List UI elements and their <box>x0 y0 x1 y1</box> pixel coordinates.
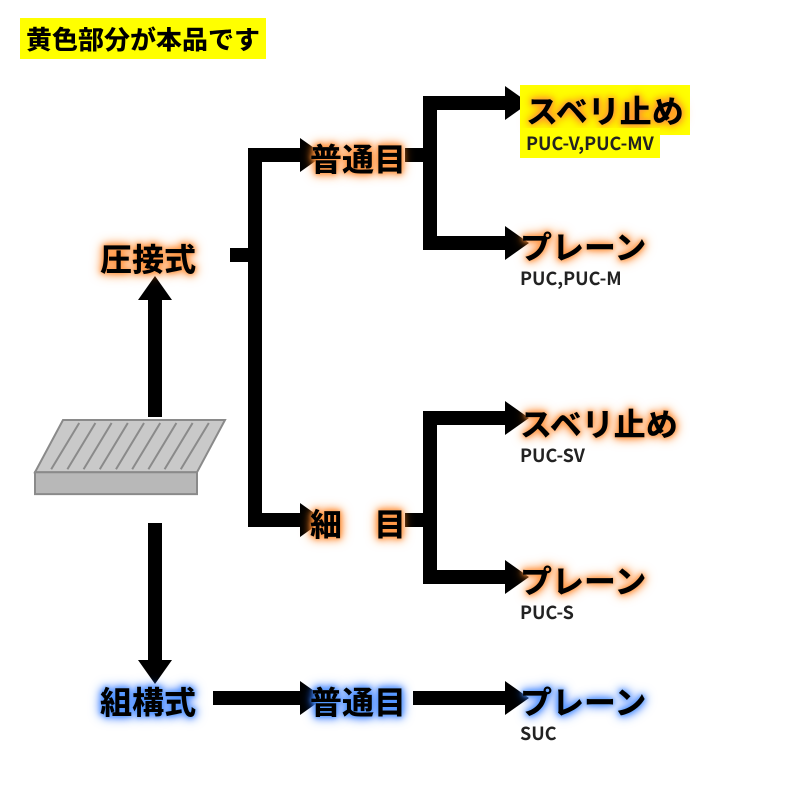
node-suberi-top-sub: PUC-V,PUC-MV <box>520 128 660 158</box>
node-assetsu: 圧接式 <box>100 235 196 281</box>
product-grate-icon <box>35 420 225 494</box>
banner-note-text: 黄色部分が本品です <box>20 18 266 59</box>
node-plain-mid: プレーン <box>520 557 646 603</box>
node-suberi-mid-sub: PUC-SV <box>520 442 585 468</box>
node-futsume-top: 普通目 <box>310 135 406 181</box>
node-plain-bot: プレーン <box>520 678 646 724</box>
node-kumikousiki: 組構式 <box>100 678 196 724</box>
banner-note: 黄色部分が本品です <box>20 18 266 59</box>
node-saime: 細 目 <box>310 500 406 546</box>
node-plain-mid-sub: PUC-S <box>520 599 574 625</box>
node-plain-bot-sub: SUC <box>520 720 557 746</box>
node-plain-top: プレーン <box>520 223 646 269</box>
node-suberi-mid: スベリ止め <box>520 400 678 446</box>
node-plain-top-sub: PUC,PUC-M <box>520 265 622 291</box>
node-futsume-bot: 普通目 <box>310 678 406 724</box>
